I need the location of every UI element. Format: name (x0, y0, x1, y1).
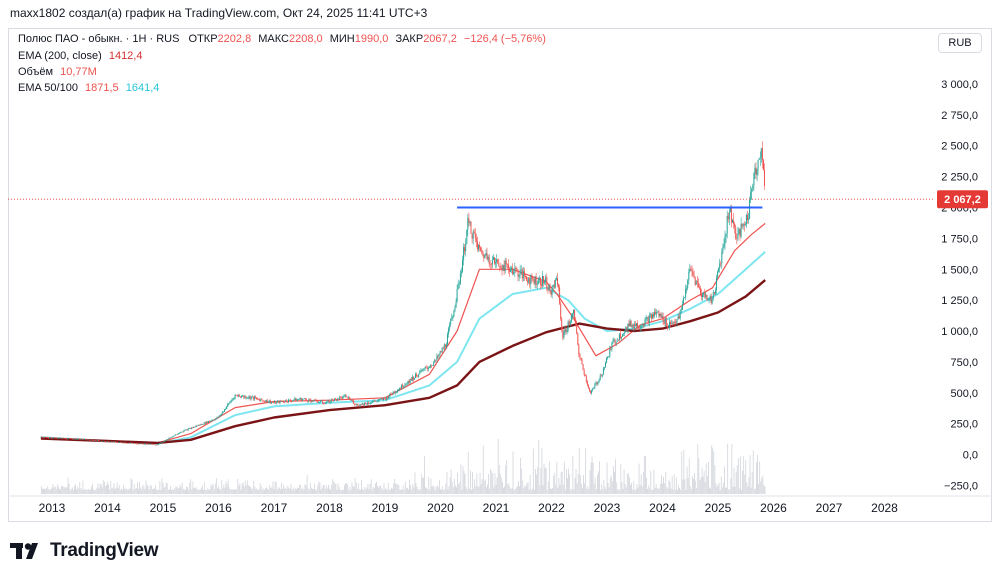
close-value: 2067,2 (423, 33, 457, 45)
brand-footer[interactable]: TradingView (10, 540, 159, 562)
tradingview-logo-icon (10, 543, 38, 559)
legend-symbol-row: Полюс ПАО - обыкн. · 1Н · RUS ОТКР2202,8… (18, 33, 546, 45)
ema50-value: 1871,5 (85, 82, 119, 94)
legend-ema50-100-row[interactable]: EMA 50/100 1871,5 1641,4 (18, 82, 159, 94)
chart-frame (8, 28, 992, 522)
ema200-value: 1412,4 (108, 50, 143, 62)
ema50-100-label: EMA 50/100 (18, 82, 78, 94)
legend-ema200-row[interactable]: EMA (200, close) 1412,4 (18, 50, 142, 62)
close-label: ЗАКР (395, 33, 424, 45)
ema200-label: EMA (200, close) (18, 50, 102, 62)
currency-button[interactable]: RUB (938, 33, 982, 53)
open-label: ОТКР (188, 33, 218, 45)
volume-value: 10,77M (60, 66, 97, 78)
volume-label: Объём (18, 66, 54, 78)
open-value: 2202,8 (217, 33, 252, 45)
high-label: МАКС (258, 33, 289, 45)
ema100-value: 1641,4 (125, 82, 160, 94)
symbol-name[interactable]: Полюс ПАО - обыкн. · 1Н · RUS (18, 33, 180, 45)
brand-name: TradingView (50, 540, 159, 561)
low-value: 1990,0 (354, 33, 389, 45)
legend-volume-row[interactable]: Объём 10,77M (18, 66, 97, 78)
change-value: −126,4 (−5,76%) (463, 33, 546, 45)
low-label: МИН (329, 33, 355, 45)
high-value: 2208,0 (289, 33, 323, 45)
chart-attribution: maxx1802 создал(а) график на TradingView… (10, 6, 428, 20)
